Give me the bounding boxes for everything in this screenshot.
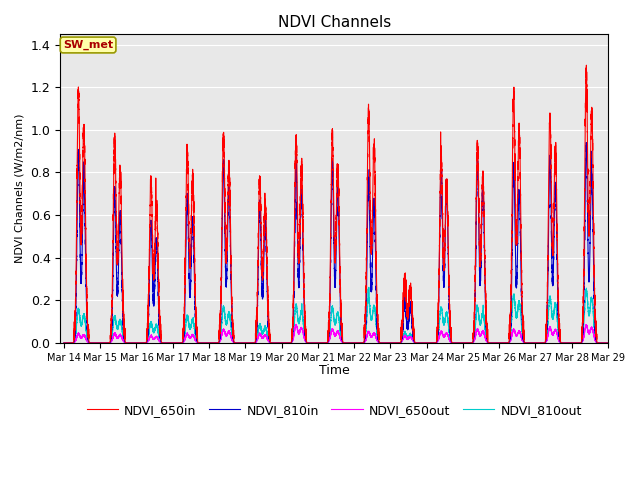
NDVI_810out xyxy=(88,340,96,346)
NDVI_810out xyxy=(505,340,513,346)
NDVI_810in xyxy=(469,339,477,345)
Line: NDVI_810out: NDVI_810out xyxy=(64,288,608,343)
NDVI_810in xyxy=(88,340,96,346)
NDVI_650in xyxy=(497,340,505,346)
Legend: NDVI_650in, NDVI_810in, NDVI_650out, NDVI_810out: NDVI_650in, NDVI_810in, NDVI_650out, NDV… xyxy=(82,399,587,422)
NDVI_810in xyxy=(484,339,492,345)
NDVI_810out xyxy=(60,340,68,346)
NDVI_810in xyxy=(505,340,513,346)
NDVI_810in xyxy=(604,340,612,346)
NDVI_810in xyxy=(60,340,68,346)
NDVI_810out xyxy=(497,340,505,346)
NDVI_650out xyxy=(60,340,68,346)
NDVI_650out xyxy=(497,340,505,346)
NDVI_810out xyxy=(408,334,415,339)
Line: NDVI_650out: NDVI_650out xyxy=(64,324,608,343)
NDVI_650out xyxy=(505,340,513,346)
NDVI_650in xyxy=(88,340,96,346)
Text: SW_met: SW_met xyxy=(63,40,113,50)
NDVI_650in xyxy=(469,339,477,345)
Line: NDVI_810in: NDVI_810in xyxy=(64,143,608,343)
NDVI_650in xyxy=(505,339,513,345)
Title: NDVI Channels: NDVI Channels xyxy=(278,15,391,30)
NDVI_650in xyxy=(484,335,492,340)
X-axis label: Time: Time xyxy=(319,364,349,377)
NDVI_650in xyxy=(60,340,68,346)
NDVI_650out xyxy=(604,340,612,346)
NDVI_650out xyxy=(292,322,300,327)
NDVI_810in xyxy=(408,307,415,313)
NDVI_650out xyxy=(484,340,492,346)
NDVI_810out xyxy=(469,339,477,345)
NDVI_810in xyxy=(497,340,505,346)
Line: NDVI_650in: NDVI_650in xyxy=(64,65,608,343)
NDVI_650out xyxy=(88,340,96,346)
NDVI_810out xyxy=(484,339,492,345)
NDVI_810out xyxy=(365,285,372,290)
NDVI_650out xyxy=(469,340,477,346)
NDVI_810in xyxy=(582,140,590,145)
NDVI_650in xyxy=(408,297,415,302)
NDVI_650in xyxy=(582,62,590,68)
NDVI_650in xyxy=(604,340,612,346)
NDVI_810out xyxy=(604,340,612,346)
NDVI_650out xyxy=(408,335,415,340)
Y-axis label: NDVI Channels (W/m2/nm): NDVI Channels (W/m2/nm) xyxy=(15,114,25,263)
